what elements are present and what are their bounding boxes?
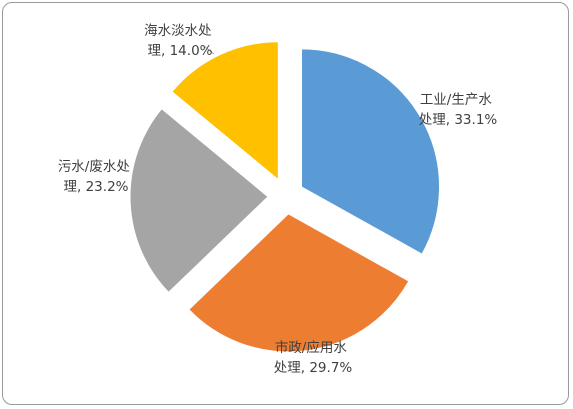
- slice-industrial: [301, 48, 440, 255]
- slice-label-industrial: 工业/生产水 处理, 33.1%: [419, 92, 498, 128]
- slice-label-municipal: 市政/应用水 处理, 29.7%: [274, 339, 353, 376]
- slice-municipal: [188, 213, 410, 353]
- slice-desalination: [171, 41, 279, 181]
- slice-label-wastewater: 污水/废水处 理, 23.2%: [58, 159, 134, 195]
- leader-line-wastewater: [145, 182, 151, 191]
- leader-line-desalination: [203, 45, 215, 55]
- slice-wastewater: [129, 108, 269, 294]
- slice-label-desalination: 海水淡水处 理, 14.0%: [144, 23, 216, 59]
